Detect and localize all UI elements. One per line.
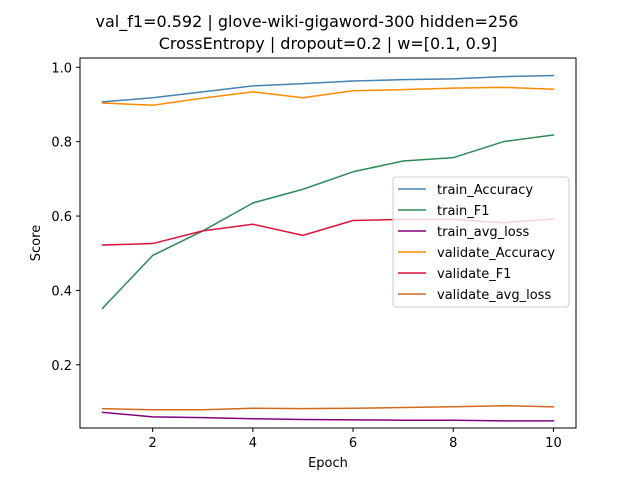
x-axis-label: Epoch: [308, 456, 348, 471]
legend-items: train_Accuracy train_F1 train_avg_lossvali…: [398, 183, 555, 303]
y-tick-label: 0.4: [51, 284, 72, 299]
x-tick-label: 4: [249, 436, 257, 451]
y-axis-ticks: 0.2 0.4 0.6 0.8 1.0: [51, 61, 80, 374]
y-tick-label: 0.6: [51, 210, 72, 225]
x-tick-label: 6: [349, 436, 357, 451]
series-line-train-avg-loss: [101, 411, 555, 422]
series-line-train-accuracy: [101, 74, 555, 103]
series-line-validate-avg-loss: [101, 404, 555, 411]
y-tick-label: 0.2: [51, 359, 72, 374]
legend-label: validate_avg_loss: [437, 288, 551, 303]
legend-label: train_avg_loss: [437, 225, 530, 240]
legend-label: validate_Accuracy: [437, 246, 555, 261]
series-line-train-f1: [101, 134, 555, 310]
legend: train_Accuracy train_F1 train_avg_lossvali…: [392, 176, 570, 308]
plot-frame: [79, 57, 577, 429]
series-layer: [101, 74, 555, 422]
x-tick-label: 2: [149, 436, 157, 451]
x-tick-label: 8: [449, 436, 457, 451]
legend-label: train_Accuracy: [437, 183, 533, 198]
y-axis-label: Score: [29, 225, 44, 261]
chart-title-line-1: val_f1=0.592 | glove-wiki-gigaword-300 h…: [96, 12, 519, 32]
series-line-validate-accuracy: [101, 86, 555, 106]
legend-label: validate_F1: [437, 267, 511, 282]
legend-label: train_F1: [437, 204, 490, 219]
chart-title-line-2: CrossEntropy | dropout=0.2 | w=[0.1, 0.9…: [159, 34, 498, 53]
x-tick-label: 10: [545, 436, 562, 451]
legend-box: [392, 176, 570, 308]
y-tick-label: 1.0: [51, 61, 72, 76]
x-axis-ticks: 2 4 6 8 10: [149, 428, 562, 451]
y-tick-label: 0.8: [51, 136, 72, 151]
